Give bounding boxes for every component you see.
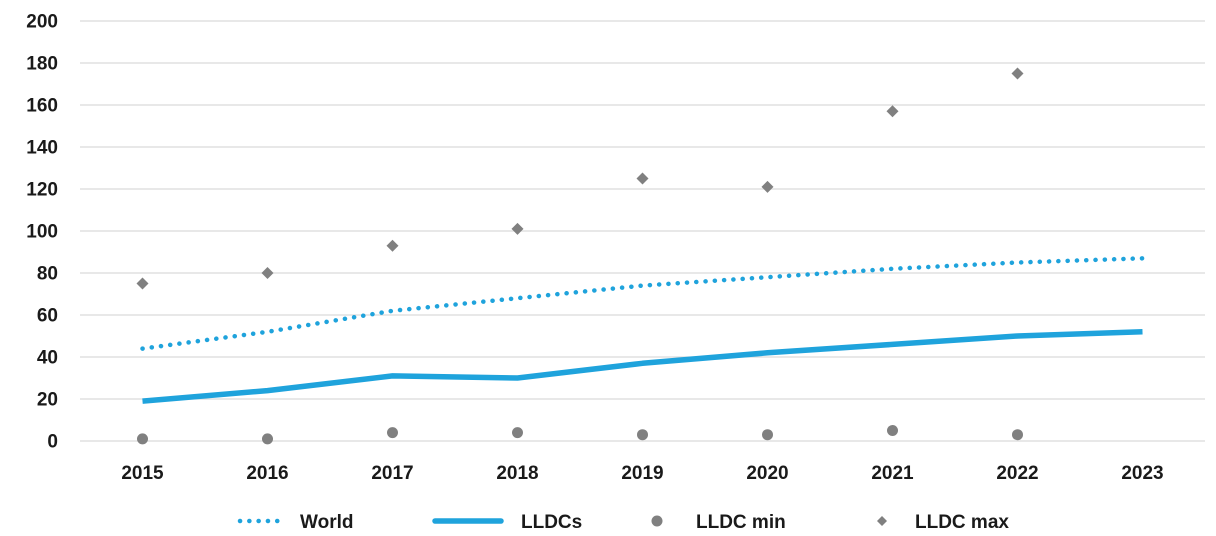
lldc-min-point (387, 427, 398, 439)
lldc-min-point (762, 429, 773, 441)
lldcs-line (142, 329, 1143, 404)
x-tick-label: 2020 (746, 463, 788, 484)
lldc-min-point (137, 433, 148, 445)
y-tick-label: 20 (37, 390, 58, 411)
legend-swatch-lldc-max (877, 516, 887, 526)
lldc-min-point (637, 429, 648, 441)
y-tick-label: 60 (37, 306, 58, 327)
series-lldcs (142, 329, 1143, 404)
lldc-max-point (261, 267, 274, 279)
x-tick-label: 2015 (121, 463, 164, 484)
y-tick-label: 200 (26, 12, 58, 33)
y-tick-label: 80 (37, 264, 58, 285)
lldc-max-point (761, 180, 774, 193)
legend-item-world: World (237, 512, 353, 533)
legend-label: LLDC max (915, 512, 1009, 533)
lldc-max-point (386, 239, 399, 252)
series-lldc-min (137, 425, 1023, 445)
legend-label: World (300, 512, 353, 533)
world-line (140, 256, 1145, 351)
legend-item-lldcs: LLDCs (432, 512, 582, 533)
plot-area (136, 67, 1145, 445)
y-tick-label: 100 (26, 222, 58, 243)
y-tick-label: 120 (26, 180, 58, 201)
x-tick-label: 2017 (371, 463, 413, 484)
lldc-min-point (512, 427, 523, 439)
gridlines (80, 20, 1205, 442)
series-lldc-max (136, 67, 1024, 290)
x-tick-label: 2023 (1121, 463, 1163, 484)
legend-label: LLDCs (521, 512, 582, 533)
legend-swatch-lldc-min (651, 515, 663, 527)
y-tick-label: 180 (26, 54, 58, 75)
lldc-max-point (636, 172, 649, 185)
legend: World LLDCs LLDC min LLDC max (237, 512, 1009, 533)
lldc-max-point (511, 222, 524, 235)
legend-item-lldc-min: LLDC min (651, 512, 786, 533)
legend-label: LLDC min (696, 512, 786, 533)
y-tick-label: 160 (26, 96, 58, 117)
lldc-min-point (262, 433, 273, 445)
x-tick-label: 2021 (871, 463, 914, 484)
series-world (140, 256, 1145, 351)
lldc-max-point (886, 105, 899, 118)
x-axis-ticks: 2015 2016 2017 2018 2019 2020 2021 2022 2023 (121, 463, 1163, 484)
y-axis-ticks: 0 20 40 60 80 100 120 140 160 180 200 (26, 12, 58, 453)
legend-item-lldc-max: LLDC max (877, 512, 1009, 533)
y-tick-label: 140 (26, 138, 58, 159)
y-tick-label: 40 (37, 348, 58, 369)
x-tick-label: 2022 (996, 463, 1038, 484)
x-tick-label: 2016 (246, 463, 288, 484)
x-tick-label: 2018 (496, 463, 538, 484)
lldc-max-point (136, 277, 149, 290)
y-tick-label: 0 (47, 432, 58, 453)
lldc-max-point (1011, 67, 1024, 80)
x-tick-label: 2019 (621, 463, 663, 484)
lldc-min-point (1012, 429, 1023, 441)
lldc-min-point (887, 425, 898, 436)
